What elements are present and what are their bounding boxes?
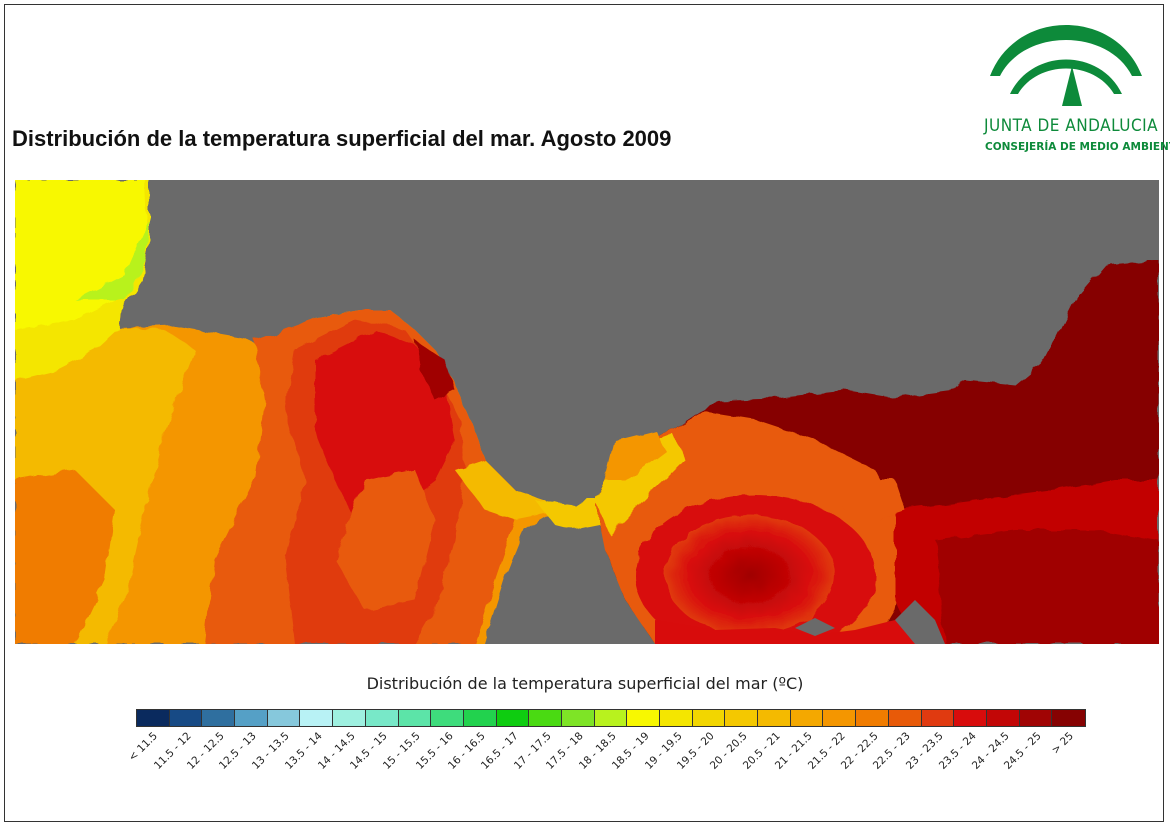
legend-swatch bbox=[137, 710, 170, 726]
legend-swatch bbox=[202, 710, 236, 726]
legend-swatch bbox=[627, 710, 660, 726]
legend-swatch bbox=[986, 710, 1020, 726]
legend-swatch bbox=[561, 710, 595, 726]
legend-swatch bbox=[1052, 710, 1085, 726]
map-title: Distribución de la temperatura superfici… bbox=[12, 126, 672, 151]
legend-swatch bbox=[823, 710, 857, 726]
legend-swatch bbox=[365, 710, 399, 726]
legend-swatch bbox=[529, 710, 562, 726]
legend-swatch bbox=[431, 710, 464, 726]
legend-color-bar bbox=[136, 709, 1086, 727]
logo-line1: JUNTA DE ANDALUCIA bbox=[984, 116, 1159, 136]
legend-label: > 25 bbox=[1049, 730, 1076, 757]
legend-swatch bbox=[888, 710, 922, 726]
legend-swatch bbox=[169, 710, 203, 726]
sea-temperature-map bbox=[15, 180, 1159, 644]
legend-swatch bbox=[758, 710, 791, 726]
atlantic-sea bbox=[15, 180, 555, 644]
legend-swatch bbox=[267, 710, 301, 726]
legend-labels: < 11.5 11.5 - 12 12 - 12.5 12.5 - 13 13 - 13… bbox=[127, 730, 1136, 790]
legend-swatch bbox=[463, 710, 497, 726]
legend-swatch bbox=[921, 710, 955, 726]
page-frame bbox=[4, 4, 1164, 822]
africa-land bbox=[485, 525, 655, 644]
legend-swatch bbox=[333, 710, 366, 726]
legend-swatch bbox=[790, 710, 824, 726]
legend-swatch bbox=[1019, 710, 1053, 726]
legend-swatch bbox=[856, 710, 889, 726]
junta-andalucia-logo bbox=[990, 25, 1142, 106]
legend-swatch bbox=[954, 710, 987, 726]
legend-swatch bbox=[660, 710, 693, 726]
legend-swatch bbox=[300, 710, 334, 726]
strait-of-gibraltar bbox=[535, 498, 605, 530]
north-africa-coast-fill bbox=[655, 600, 945, 644]
legend-title: Distribución de la temperatura superfici… bbox=[366, 674, 804, 693]
legend-swatch bbox=[398, 710, 432, 726]
legend-swatch bbox=[594, 710, 628, 726]
logo-line2: CONSEJERÍA DE MEDIO AMBIENTE bbox=[985, 141, 1170, 153]
legend-swatch bbox=[725, 710, 759, 726]
legend-swatch bbox=[496, 710, 530, 726]
mediterranean-sea bbox=[595, 260, 1159, 644]
legend-swatch bbox=[235, 710, 268, 726]
legend-swatch bbox=[692, 710, 726, 726]
